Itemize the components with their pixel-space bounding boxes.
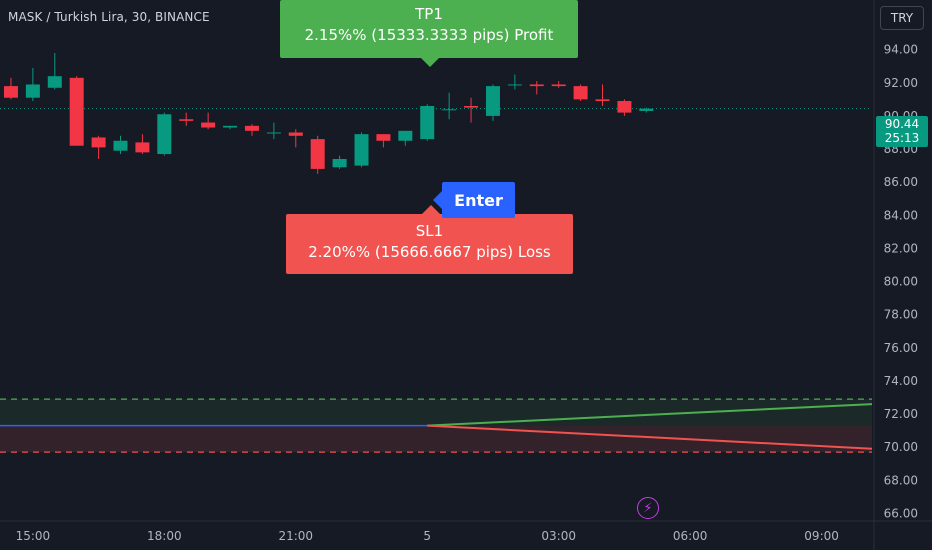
take-profit-text: 2.15%% (15333.3333 pips) Profit	[304, 26, 554, 44]
y-tick-label: 80.00	[884, 275, 918, 289]
candle-body	[420, 105, 435, 140]
candle-body	[266, 132, 281, 134]
take-profit-title: TP1	[415, 5, 443, 23]
y-tick-label: 72.00	[884, 407, 918, 421]
y-tick-label: 86.00	[884, 175, 918, 189]
y-tick-label: 82.00	[884, 241, 918, 255]
candle-body	[135, 142, 150, 153]
candle-body	[310, 139, 325, 169]
symbol-title: MASK / Turkish Lira, 30, BINANCE	[8, 10, 210, 24]
x-tick-label: 5	[423, 529, 431, 543]
profit-trend-line	[427, 403, 873, 427]
candle-body	[529, 84, 544, 87]
enter-label[interactable]: Enter	[433, 182, 515, 218]
candle-body	[25, 84, 40, 98]
candle-body	[354, 134, 369, 166]
take-profit-label[interactable]: TP1 2.15%% (15333.3333 pips) Profit	[280, 0, 578, 67]
candle-body	[551, 84, 566, 87]
candle-body	[113, 140, 128, 151]
candle-body	[201, 122, 216, 128]
candle-body	[244, 125, 259, 131]
y-tick-label: 92.00	[884, 76, 918, 90]
last-price-value: 90.44	[884, 117, 920, 131]
y-tick-label: 94.00	[884, 43, 918, 57]
x-tick-label: 03:00	[541, 529, 576, 543]
y-tick-label: 68.00	[884, 473, 918, 487]
candle-body	[442, 109, 457, 111]
candle-body	[617, 101, 632, 113]
candle-body	[507, 84, 522, 86]
candle-body	[47, 76, 62, 88]
candle-body	[223, 125, 238, 128]
currency-button[interactable]: TRY	[880, 6, 924, 30]
x-tick-label: 06:00	[673, 529, 708, 543]
candle-body	[464, 105, 479, 108]
loss-trend-line	[427, 424, 873, 450]
y-tick-label: 74.00	[884, 374, 918, 388]
bar-countdown: 25:13	[884, 131, 920, 145]
stop-loss-label[interactable]: SL1 2.20%% (15666.6667 pips) Loss	[286, 205, 573, 274]
x-tick-label: 21:00	[278, 529, 313, 543]
candle-body	[398, 130, 413, 141]
candle-body	[485, 86, 500, 116]
candle-body	[3, 86, 18, 98]
candle-body	[69, 77, 84, 146]
candle-body	[179, 119, 194, 121]
candle-body	[91, 137, 106, 148]
y-tick-label: 78.00	[884, 308, 918, 322]
x-tick-label: 09:00	[804, 529, 839, 543]
lightning-bolt-icon[interactable]: ⚡	[637, 497, 659, 519]
x-tick-label: 18:00	[147, 529, 182, 543]
candle-body	[376, 134, 391, 141]
loss-zone	[0, 425, 872, 453]
candle-body	[288, 132, 303, 136]
x-tick-label: 15:00	[16, 529, 51, 543]
profit-zone	[0, 399, 872, 426]
last-price-tag: 90.44 25:13	[876, 116, 928, 147]
stop-loss-title: SL1	[415, 222, 444, 240]
candle-body	[573, 86, 588, 100]
stop-loss-text: 2.20%% (15666.6667 pips) Loss	[308, 243, 551, 261]
candle-body	[332, 158, 347, 168]
y-tick-label: 76.00	[884, 341, 918, 355]
candle-body	[595, 99, 610, 102]
candle-body	[639, 108, 654, 111]
y-tick-label: 84.00	[884, 208, 918, 222]
candle-body	[157, 114, 172, 155]
y-tick-label: 70.00	[884, 440, 918, 454]
y-tick-label: 66.00	[884, 506, 918, 520]
